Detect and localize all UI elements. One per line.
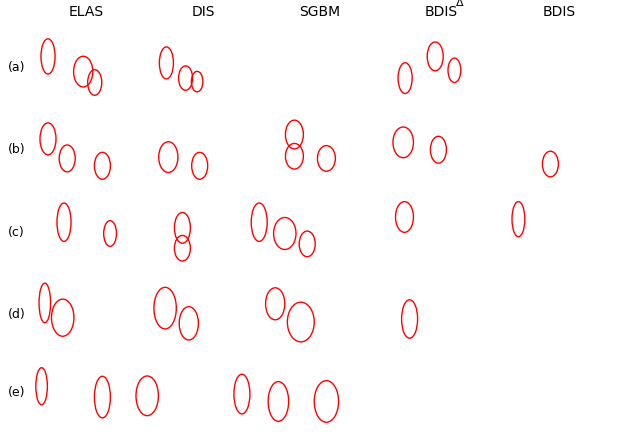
Text: (c): (c) bbox=[8, 226, 24, 239]
Text: BDIS: BDIS bbox=[425, 5, 458, 19]
Text: (e): (e) bbox=[8, 386, 25, 399]
Text: ELAS: ELAS bbox=[69, 5, 104, 19]
Text: BDIS: BDIS bbox=[542, 5, 575, 19]
Text: (b): (b) bbox=[8, 143, 26, 156]
Text: (d): (d) bbox=[8, 308, 26, 321]
Text: Δ: Δ bbox=[456, 0, 463, 8]
Text: (a): (a) bbox=[8, 61, 25, 74]
Text: DIS: DIS bbox=[192, 5, 215, 19]
Text: SGBM: SGBM bbox=[300, 5, 340, 19]
FancyBboxPatch shape bbox=[0, 0, 640, 24]
